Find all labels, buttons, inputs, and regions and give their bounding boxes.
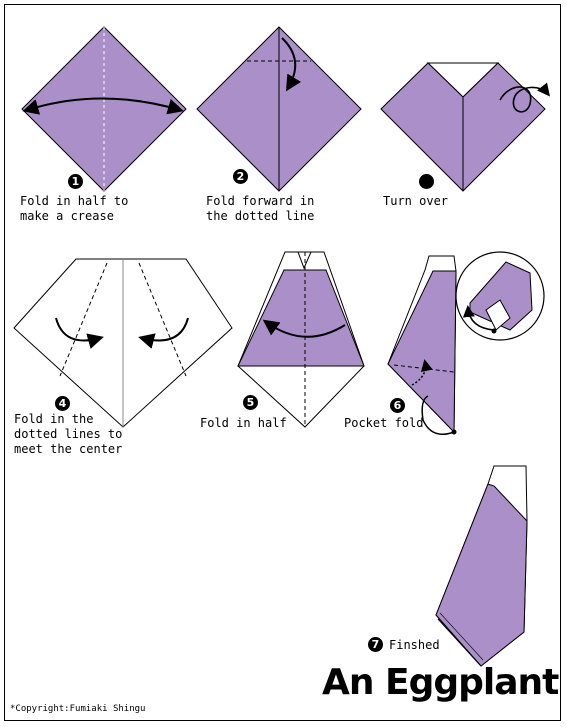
step-5-diagram — [237, 251, 365, 428]
step-5-caption: Fold in half — [200, 416, 287, 430]
copyright-notice: *Copyright:Fumiaki Shingu — [10, 704, 146, 714]
step-4-caption-line-3: meet the center — [14, 442, 123, 456]
step-1-diagram — [21, 26, 187, 192]
step-7-number-badge: 7 — [368, 637, 383, 652]
step-3-diagram — [380, 62, 551, 192]
step-2-diagram — [196, 26, 362, 192]
step-3-dot-marker — [419, 174, 434, 189]
step-5-number-badge: 5 — [243, 395, 258, 410]
step-2-number-badge: 2 — [233, 169, 248, 184]
step-1-caption-line-1: Fold in half to — [20, 194, 129, 208]
step-6-caption: Pocket fold — [344, 416, 424, 430]
page-title: An Eggplant — [322, 662, 559, 703]
step-4-number-badge: 4 — [55, 396, 70, 411]
step-4-caption-line-1: Fold in the — [14, 412, 94, 426]
step-1-caption-line-2: make a crease — [20, 209, 114, 223]
step-3-caption: Turn over — [383, 194, 449, 208]
step-6-diagram — [387, 251, 545, 435]
step-6-number-badge: 6 — [390, 398, 405, 413]
step-4-diagram — [13, 258, 233, 428]
page-border — [4, 4, 561, 721]
step-7-caption: Finshed — [389, 638, 440, 652]
step-7-diagram — [435, 465, 528, 667]
step-4-caption-line-2: dotted lines to — [14, 427, 123, 441]
step-2-caption-line-1: Fold forward in — [206, 194, 315, 208]
step-2-caption-line-2: the dotted line — [206, 209, 315, 223]
step-1-number-badge: 1 — [68, 174, 83, 189]
